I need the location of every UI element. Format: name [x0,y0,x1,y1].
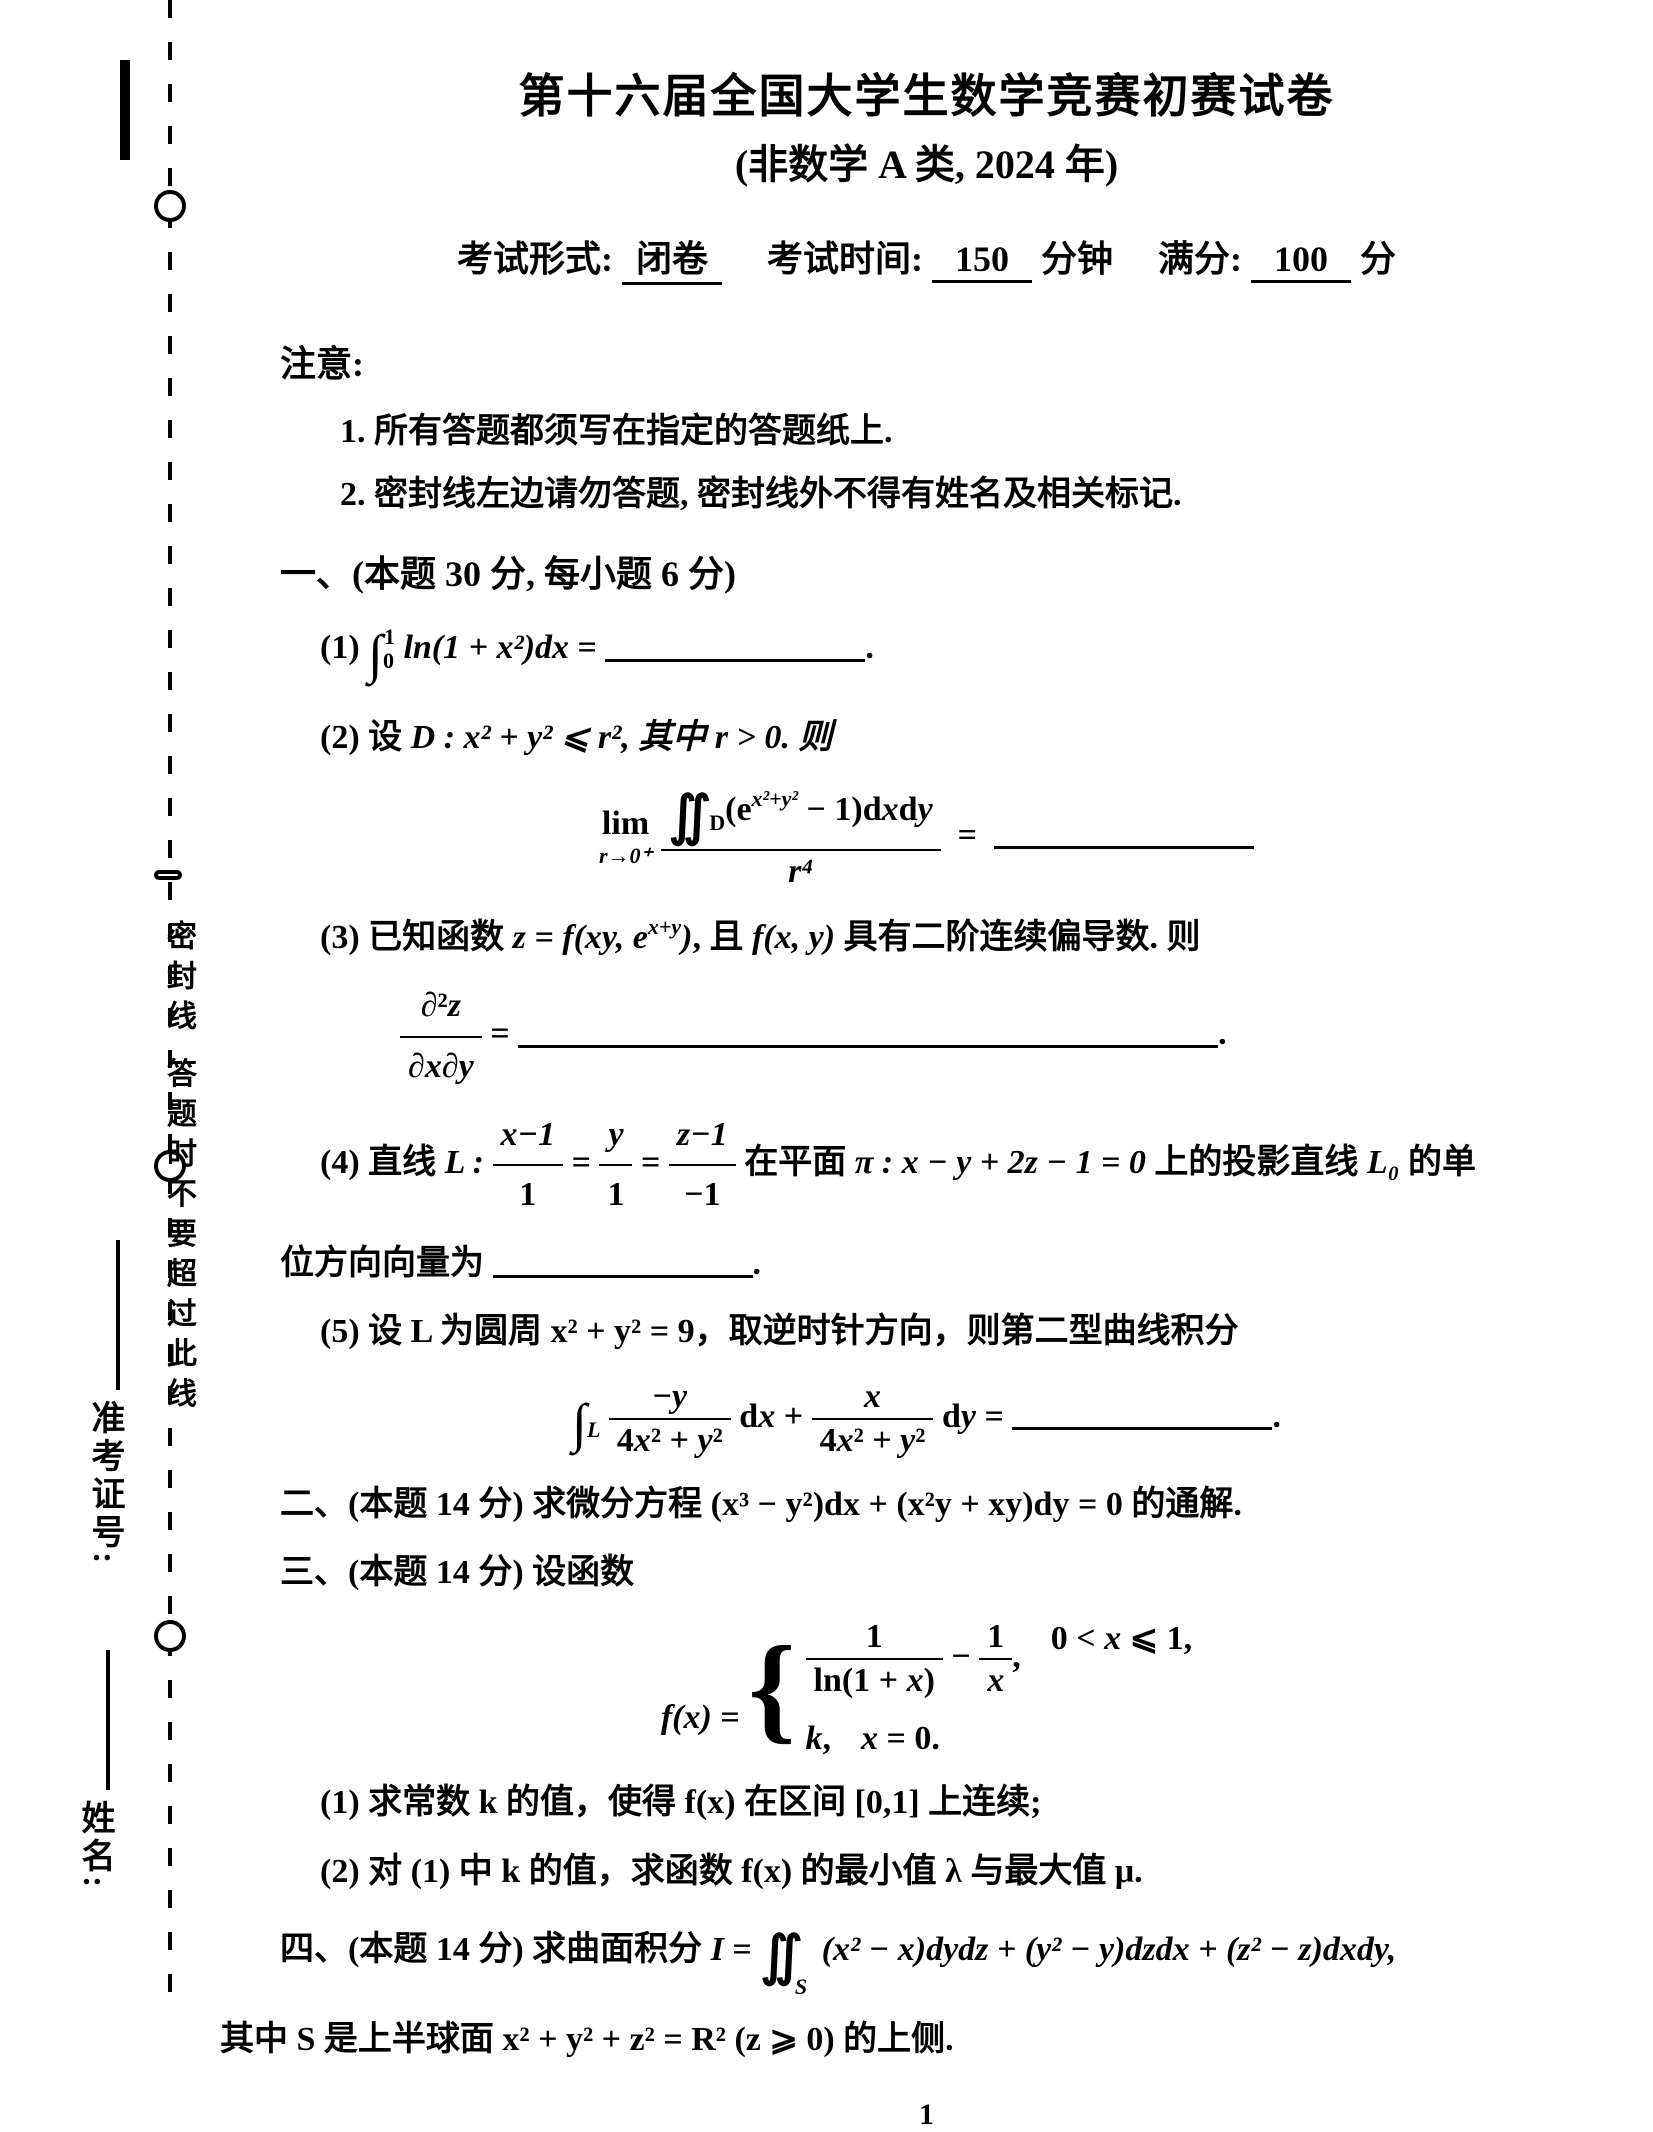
q4-mid1: 在平面 [744,1144,855,1181]
q5-pre: (5) 设 L 为圆周 x² + y² = 9，取逆时针方向，则第二型曲线积分 [320,1313,1239,1350]
form-value: 闭卷 [622,230,722,285]
section-3-sub2: (2) 对 (1) 中 k 的值，求函数 f(x) 的最小值 λ 与最大值 μ. [320,1845,1573,1899]
time-value: 150 [932,238,1032,283]
page-content: 第十六届全国大学生数学竞赛初赛试卷 (非数学 A 类, 2024 年) 考试形式… [0,0,1653,2008]
q1-label: (1) [320,629,368,666]
question-2-display: limr→0⁺ ∬D(ex²+y² − 1)dxdy r⁴ = [280,784,1573,891]
question-2: (2) 设 D : x² + y² ⩽ r², 其中 r > 0. 则 [320,711,1573,765]
q4-tail: 的单 [1408,1144,1476,1181]
notice-item-1: 1. 所有答题都须写在指定的答题纸上. [340,403,1573,452]
q4-mid2: 上的投影直线 [1154,1144,1367,1181]
exam-subtitle: (非数学 A 类, 2024 年) [280,132,1573,190]
q4-line2: 位方向向量为 [280,1245,493,1282]
question-4: (4) 直线 L : x−11 = y1 = z−1−1 在平面 π : x −… [320,1108,1573,1223]
question-5-display: ∫L −y4x² + y² dx + x4x² + y² dy = . [280,1378,1573,1460]
q3-mid: , 且 [692,919,752,956]
exam-title: 第十六届全国大学生数学竞赛初赛试卷 [280,60,1573,126]
answer-blank [994,845,1254,849]
q3-pre: (3) 已知函数 [320,919,513,956]
full-unit: 分 [1360,239,1396,279]
q4-pre: (4) 直线 [320,1144,445,1181]
exam-meta: 考试形式: 闭卷 考试时间: 150 分钟 满分: 100 分 [280,230,1573,285]
q2-pre: (2) 设 [320,719,411,756]
answer-blank [518,1044,1218,1048]
form-label: 考试形式: [457,239,613,279]
section-2: 二、(本题 14 分) 求微分方程 (x³ − y²)dx + (x²y + x… [280,1478,1573,1532]
answer-blank [493,1274,753,1278]
section-3-sub1: (1) 求常数 k 的值，使得 f(x) 在区间 [0,1] 上连续; [320,1776,1573,1830]
q3-tail: 具有二阶连续偏导数. 则 [835,919,1201,956]
section-4: 四、(本题 14 分) 求曲面积分 I = ∬S (x² − x)dydz + … [280,1913,1573,1999]
notice-item-2: 2. 密封线左边请勿答题, 密封线外不得有姓名及相关标记. [340,466,1573,515]
question-5: (5) 设 L 为圆周 x² + y² = 9，取逆时针方向，则第二型曲线积分 [320,1305,1573,1359]
section-3-display: f(x) = { 1ln(1 + x) − 1x, 0 < x ⩽ 1, k, … [280,1618,1573,1758]
q2-formula: D : x² + y² ⩽ r², 其中 r > 0. 则 [411,719,833,756]
question-3: (3) 已知函数 z = f(xy, ex+y), 且 f(x, y) 具有二阶… [320,909,1573,965]
page-number: 1 [280,2098,1573,2132]
s4-l2: 其中 S 是上半球面 x² + y² + z² = R² (z ⩾ 0) 的上侧… [220,2021,954,2058]
full-label: 满分: [1158,239,1242,279]
period: . [865,629,874,666]
s4-tail: (x² − x)dydz + (y² − y)dzdx + (z² − z)dx… [822,1931,1397,1968]
section-3-head: 三、(本题 14 分) 设函数 [280,1546,1573,1600]
notice-head: 注意: [280,335,1573,387]
answer-blank [1012,1426,1272,1430]
question-3-display: ∂²z ∂x∂y = . [400,979,1573,1094]
full-value: 100 [1251,238,1351,283]
answer-blank [605,658,865,662]
section-4-line2: 其中 S 是上半球面 x² + y² + z² = R² (z ⩾ 0) 的上侧… [220,2013,1573,2067]
s4-pre: 四、(本题 14 分) 求曲面积分 [280,1931,711,1968]
time-unit: 分钟 [1041,239,1113,279]
section-1-head: 一、(本题 30 分, 每小题 6 分) [280,545,1573,597]
question-1: (1) ∫01 ln(1 + x²)dx = . [320,611,1573,697]
question-4-line2: 位方向向量为 . [280,1237,1573,1291]
time-label: 考试时间: [767,239,923,279]
